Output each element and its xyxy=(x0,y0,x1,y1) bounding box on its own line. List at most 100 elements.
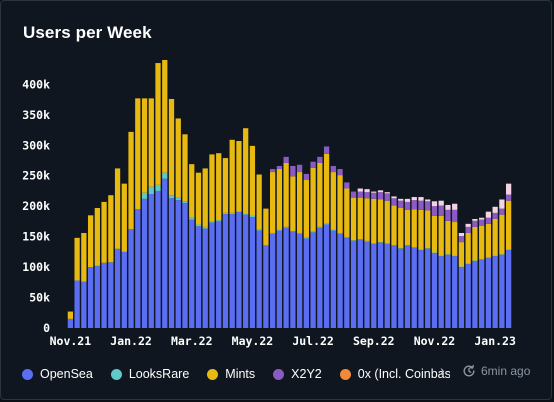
bar-segment-x2y2[interactable] xyxy=(317,156,323,163)
bar-segment-mints[interactable] xyxy=(270,172,276,233)
bar-segment-opensea[interactable] xyxy=(465,264,471,328)
bar-segment-mints[interactable] xyxy=(303,179,309,238)
bar-segment-opensea[interactable] xyxy=(222,214,229,328)
bar-segment-looksrare[interactable] xyxy=(175,197,181,201)
bar-segment-looksrare[interactable] xyxy=(222,212,229,215)
bar-segment-looksrare[interactable] xyxy=(458,266,465,268)
bar-segment-mints[interactable] xyxy=(256,174,262,230)
bar-segment-opensea[interactable] xyxy=(283,227,289,329)
bar-segment-mints[interactable] xyxy=(371,198,377,244)
bar-segment-mints[interactable] xyxy=(411,209,417,247)
bar-segment-mints[interactable] xyxy=(162,60,168,173)
bar-segment-other[interactable] xyxy=(357,188,363,192)
bar-segment-mints[interactable] xyxy=(74,237,80,281)
bar-segment-looksrare[interactable] xyxy=(155,184,161,191)
bar-segment-opensea[interactable] xyxy=(445,254,451,328)
bar-segment-x2y2[interactable] xyxy=(337,169,343,176)
bar-segment-mints[interactable] xyxy=(445,220,451,255)
bar-segment-x2y2[interactable] xyxy=(276,165,283,170)
bar-segment-mints[interactable] xyxy=(418,209,424,250)
bar-segment-mints[interactable] xyxy=(101,201,107,263)
bar-segment-looksrare[interactable] xyxy=(485,257,492,258)
bar-segment-x2y2[interactable] xyxy=(472,220,478,227)
bar-segment-x2y2[interactable] xyxy=(357,191,363,198)
bar-segment-looksrare[interactable] xyxy=(168,195,175,199)
bar-segment-looksrare[interactable] xyxy=(330,229,336,231)
bar-segment-x2y2[interactable] xyxy=(391,198,397,206)
bar-segment-mints[interactable] xyxy=(67,311,73,319)
bar-segment-opensea[interactable] xyxy=(249,217,256,328)
bar-segment-other[interactable] xyxy=(364,189,370,193)
bar-segment-looksrare[interactable] xyxy=(337,232,343,234)
bar-segment-mints[interactable] xyxy=(296,172,303,233)
bar-segment-looksrare[interactable] xyxy=(195,224,202,227)
bar-segment-looksrare[interactable] xyxy=(209,221,215,223)
bar-segment-x2y2[interactable] xyxy=(270,169,276,173)
bar-segment-other[interactable] xyxy=(411,197,417,201)
bar-segment-opensea[interactable] xyxy=(411,247,417,328)
bar-segment-opensea[interactable] xyxy=(296,233,303,328)
bar-segment-mints[interactable] xyxy=(485,223,492,258)
bar-segment-opensea[interactable] xyxy=(377,242,384,328)
bar-segment-opensea[interactable] xyxy=(276,230,283,328)
bar-segment-mints[interactable] xyxy=(168,98,175,196)
bar-segment-other[interactable] xyxy=(398,198,404,201)
bar-segment-mints[interactable] xyxy=(195,172,202,225)
bar-segment-opensea[interactable] xyxy=(303,238,309,328)
bar-segment-mints[interactable] xyxy=(81,232,87,282)
bar-segment-opensea[interactable] xyxy=(357,239,363,328)
bar-segment-opensea[interactable] xyxy=(384,243,390,328)
bar-segment-opensea[interactable] xyxy=(202,228,208,328)
bar-segment-looksrare[interactable] xyxy=(290,231,296,232)
bar-segment-opensea[interactable] xyxy=(458,267,465,328)
legend-item-x2y2[interactable]: X2Y2 xyxy=(273,367,322,381)
bar-segment-opensea[interactable] xyxy=(452,256,458,328)
bar-segment-other[interactable] xyxy=(384,192,390,194)
bar-segment-x2y2[interactable] xyxy=(479,219,485,226)
bar-segment-opensea[interactable] xyxy=(431,253,438,328)
bar-segment-mints[interactable] xyxy=(310,167,316,232)
bar-segment-other[interactable] xyxy=(472,218,478,221)
bar-segment-x2y2[interactable] xyxy=(458,236,465,243)
bar-segment-looksrare[interactable] xyxy=(182,201,188,204)
bar-segment-x2y2[interactable] xyxy=(310,161,316,168)
bar-segment-mints[interactable] xyxy=(148,98,154,187)
bar-segment-other[interactable] xyxy=(485,211,492,218)
bar-segment-mints[interactable] xyxy=(135,98,141,210)
bar-segment-looksrare[interactable] xyxy=(371,243,377,244)
bar-segment-mints[interactable] xyxy=(465,232,471,264)
bar-segment-opensea[interactable] xyxy=(499,254,505,328)
bar-segment-looksrare[interactable] xyxy=(317,226,323,228)
bar-segment-other[interactable] xyxy=(445,204,451,210)
bar-segment-opensea[interactable] xyxy=(418,250,424,328)
bar-segment-other[interactable] xyxy=(452,203,458,210)
bar-segment-looksrare[interactable] xyxy=(431,252,438,254)
bar-segment-mints[interactable] xyxy=(398,208,404,249)
bar-segment-x2y2[interactable] xyxy=(296,164,303,173)
bar-segment-x2y2[interactable] xyxy=(465,226,471,233)
bar-segment-mints[interactable] xyxy=(377,199,384,243)
bar-segment-mints[interactable] xyxy=(492,218,498,256)
bar-segment-mints[interactable] xyxy=(438,215,444,256)
bar-segment-looksrare[interactable] xyxy=(344,237,350,238)
bar-segment-opensea[interactable] xyxy=(101,262,107,328)
bar-segment-looksrare[interactable] xyxy=(472,260,478,261)
bar-segment-opensea[interactable] xyxy=(425,248,431,328)
bar-segment-opensea[interactable] xyxy=(485,257,492,328)
bar-segment-looksrare[interactable] xyxy=(499,254,505,255)
bar-segment-looksrare[interactable] xyxy=(236,211,242,213)
bar-segment-opensea[interactable] xyxy=(141,198,148,328)
bar-segment-other[interactable] xyxy=(479,217,485,220)
bar-segment-opensea[interactable] xyxy=(114,248,121,328)
bar-segment-other[interactable] xyxy=(371,191,377,193)
bar-segment-looksrare[interactable] xyxy=(243,213,249,215)
bar-segment-x2y2[interactable] xyxy=(350,191,357,198)
bar-segment-x2y2[interactable] xyxy=(485,217,492,224)
bar-segment-x2y2[interactable] xyxy=(506,194,512,201)
bar-segment-looksrare[interactable] xyxy=(506,249,512,251)
bar-segment-x2y2[interactable] xyxy=(371,192,377,199)
bar-segment-other[interactable] xyxy=(458,232,465,237)
bar-segment-opensea[interactable] xyxy=(492,256,498,328)
bar-segment-looksrare[interactable] xyxy=(404,245,411,246)
bar-segment-looksrare[interactable] xyxy=(141,192,148,199)
